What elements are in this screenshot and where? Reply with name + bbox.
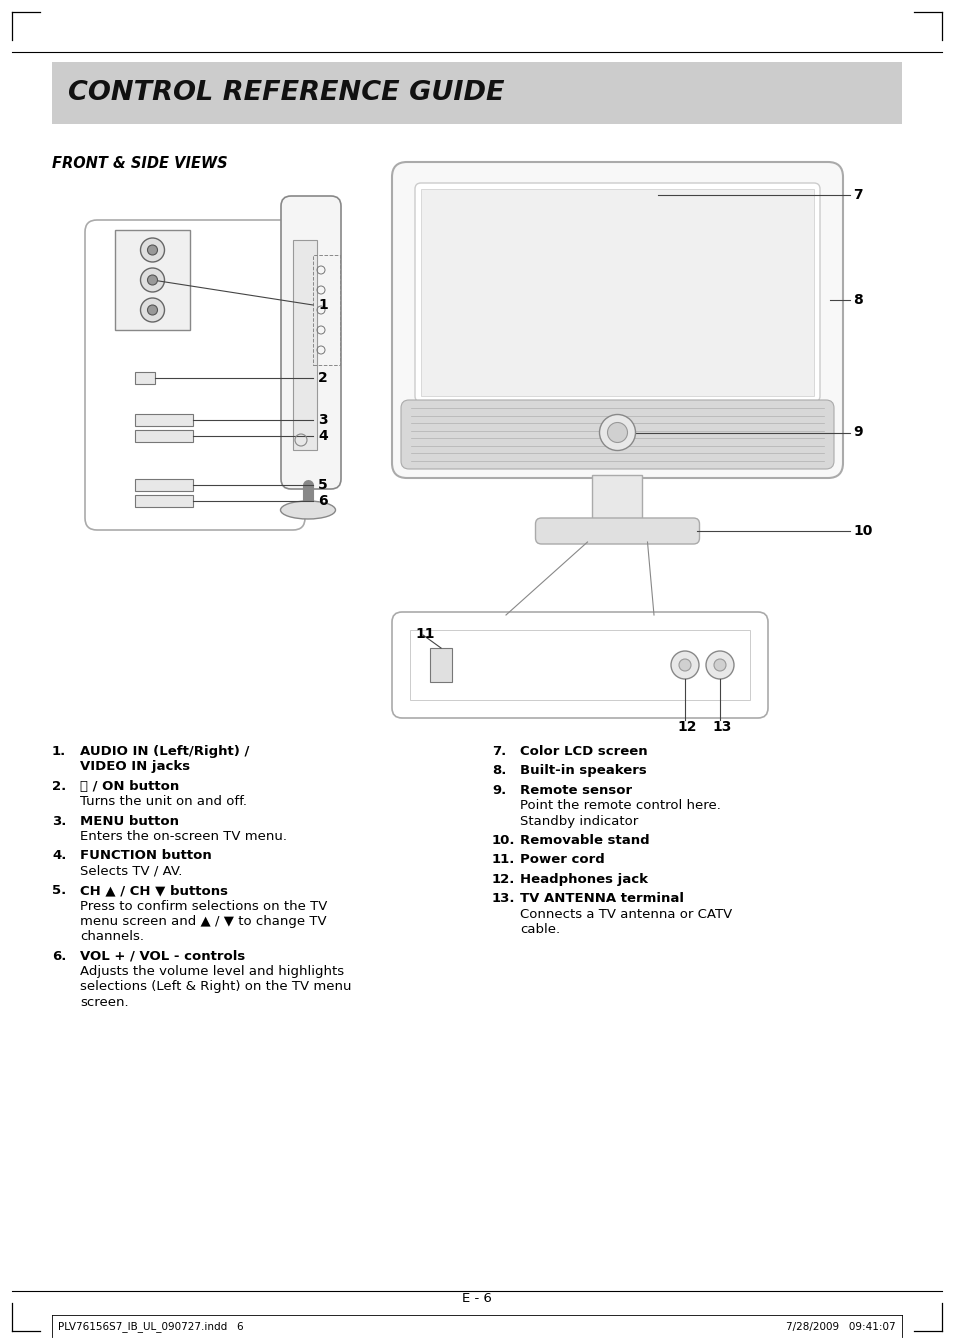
Text: 7: 7 [852,188,862,201]
Text: 4: 4 [317,428,328,443]
Text: 5.: 5. [52,884,66,897]
Text: 13: 13 [711,720,731,735]
Bar [135,479,193,492]
Text: Removable stand: Removable stand [519,834,649,847]
Text: 9: 9 [852,426,862,439]
Text: MENU button: MENU button [80,815,179,827]
Circle shape [679,659,690,672]
FancyBboxPatch shape [281,196,340,489]
FancyBboxPatch shape [400,400,833,469]
Text: 1.: 1. [52,745,66,757]
Bar [293,240,316,450]
Text: Color LCD screen: Color LCD screen [519,745,647,757]
FancyBboxPatch shape [415,183,820,402]
FancyBboxPatch shape [85,220,305,530]
Bar [592,475,641,520]
Circle shape [598,415,635,450]
Bar [135,372,154,384]
Text: Remote sensor: Remote sensor [519,784,632,796]
Text: 2.: 2. [52,780,66,792]
Text: FRONT & SIDE VIEWS: FRONT & SIDE VIEWS [52,156,228,171]
Text: CONTROL REFERENCE GUIDE: CONTROL REFERENCE GUIDE [68,81,504,106]
Text: Connects a TV antenna or CATV: Connects a TV antenna or CATV [519,908,732,920]
Text: Press to confirm selections on the TV: Press to confirm selections on the TV [80,900,327,912]
Circle shape [670,651,699,680]
Circle shape [607,423,627,442]
Text: selections (Left & Right) on the TV menu: selections (Left & Right) on the TV menu [80,980,351,994]
Circle shape [148,275,157,285]
Bar [135,430,193,442]
Bar [410,630,749,700]
Circle shape [705,651,733,680]
Text: 13.: 13. [492,892,515,905]
Bar [420,189,813,396]
Text: Standby indicator: Standby indicator [519,815,638,827]
Text: Headphones jack: Headphones jack [519,873,647,886]
Text: cable.: cable. [519,923,559,936]
Bar [313,255,339,365]
Text: 3.: 3. [52,815,67,827]
Text: 12: 12 [677,720,696,735]
Text: E - 6: E - 6 [461,1292,492,1305]
Bar [430,649,452,682]
FancyBboxPatch shape [392,163,842,478]
Circle shape [148,244,157,255]
Ellipse shape [280,501,335,518]
Circle shape [713,659,725,672]
Text: menu screen and ▲ / ▼ to change TV: menu screen and ▲ / ▼ to change TV [80,915,326,928]
Bar [52,62,901,124]
Text: 1: 1 [317,298,328,312]
Text: Turns the unit on and off.: Turns the unit on and off. [80,795,247,808]
Text: Point the remote control here.: Point the remote control here. [519,799,720,813]
Text: 11: 11 [415,627,434,641]
Bar [135,414,193,426]
Text: VOL + / VOL - controls: VOL + / VOL - controls [80,950,245,963]
Text: 8.: 8. [492,764,506,778]
Text: screen.: screen. [80,997,129,1009]
Text: channels.: channels. [80,931,144,943]
Text: TV ANTENNA terminal: TV ANTENNA terminal [519,892,683,905]
Text: PLV76156S7_IB_UL_090727.indd   6: PLV76156S7_IB_UL_090727.indd 6 [58,1322,243,1332]
FancyBboxPatch shape [535,518,699,544]
Circle shape [148,305,157,316]
Text: Built-in speakers: Built-in speakers [519,764,646,778]
Text: 2: 2 [317,371,328,385]
Text: 7.: 7. [492,745,506,757]
Text: Power cord: Power cord [519,853,604,866]
Bar [115,230,190,330]
FancyBboxPatch shape [392,612,767,719]
Text: Selects TV / AV.: Selects TV / AV. [80,865,182,878]
Text: Enters the on-screen TV menu.: Enters the on-screen TV menu. [80,830,287,843]
Text: 8: 8 [852,293,862,308]
Bar [135,496,193,508]
Circle shape [140,238,164,262]
Text: 5: 5 [317,478,328,492]
Text: 7/28/2009   09:41:07: 7/28/2009 09:41:07 [785,1322,895,1332]
Text: ⓘ / ON button: ⓘ / ON button [80,780,179,792]
Text: 4.: 4. [52,849,67,862]
Circle shape [140,269,164,291]
Text: VIDEO IN jacks: VIDEO IN jacks [80,760,190,774]
Text: CH ▲ / CH ▼ buttons: CH ▲ / CH ▼ buttons [80,884,228,897]
Circle shape [140,298,164,322]
Text: 12.: 12. [492,873,515,886]
Text: 6.: 6. [52,950,67,963]
Text: 10.: 10. [492,834,515,847]
Text: AUDIO IN (Left/Right) /: AUDIO IN (Left/Right) / [80,745,249,757]
Text: 11.: 11. [492,853,515,866]
Text: 3: 3 [317,414,327,427]
Text: 9.: 9. [492,784,506,796]
Text: FUNCTION button: FUNCTION button [80,849,212,862]
Text: 6: 6 [317,494,327,508]
Text: 10: 10 [852,524,871,539]
Text: Adjusts the volume level and highlights: Adjusts the volume level and highlights [80,966,344,978]
